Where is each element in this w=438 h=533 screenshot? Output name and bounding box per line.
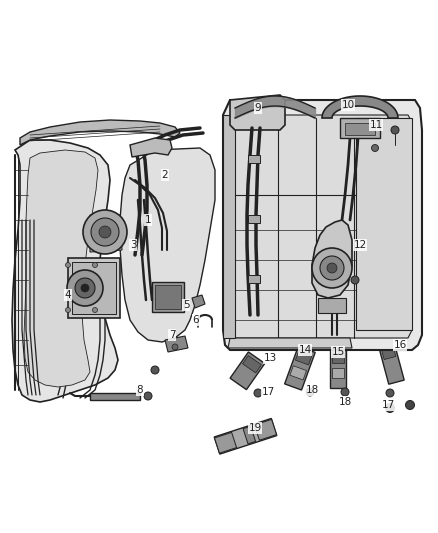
Polygon shape [356,118,412,330]
Circle shape [75,278,95,298]
Circle shape [320,256,344,280]
Bar [215,432,237,453]
Text: 19: 19 [248,423,261,433]
Bar [72,262,116,314]
Polygon shape [24,150,98,387]
Polygon shape [20,120,180,145]
Text: 18: 18 [339,397,352,407]
Text: 7: 7 [169,330,175,340]
Bar [214,418,277,454]
Bar [379,343,404,384]
Circle shape [391,126,399,134]
Polygon shape [120,148,215,342]
Circle shape [371,144,378,151]
Polygon shape [130,138,172,157]
Polygon shape [230,95,285,130]
Circle shape [327,263,337,273]
Bar [340,118,380,138]
Text: 3: 3 [130,240,136,250]
Text: 15: 15 [332,347,345,357]
Bar [330,350,346,388]
Text: 6: 6 [193,315,199,325]
Bar [318,298,346,313]
Text: 10: 10 [342,100,355,110]
Circle shape [386,389,394,397]
Polygon shape [165,336,188,352]
Text: 14: 14 [298,345,311,355]
Text: 17: 17 [381,400,395,410]
Text: 16: 16 [393,340,406,350]
Circle shape [254,389,262,397]
Polygon shape [322,96,398,118]
Polygon shape [231,115,412,338]
Polygon shape [192,295,205,308]
Bar [345,123,375,135]
Bar [152,282,184,312]
Circle shape [172,344,178,350]
Circle shape [92,262,98,268]
Bar [295,351,312,365]
Circle shape [151,366,159,374]
Polygon shape [223,100,422,350]
Circle shape [385,403,395,413]
Circle shape [91,218,119,246]
Circle shape [144,392,152,400]
Bar [290,366,307,380]
Text: 2: 2 [162,170,168,180]
Bar [155,285,181,309]
Circle shape [99,226,111,238]
Bar [230,352,265,390]
Text: 11: 11 [369,120,383,130]
Text: 18: 18 [305,385,318,395]
Bar [332,368,344,378]
Circle shape [406,400,414,409]
Bar [243,356,261,373]
Text: 8: 8 [137,385,143,395]
Bar [332,353,344,363]
Text: 12: 12 [353,240,367,250]
Circle shape [306,388,314,396]
Circle shape [81,284,89,292]
Polygon shape [223,115,235,338]
Bar [381,347,396,360]
Circle shape [83,210,127,254]
Bar [285,346,315,390]
Circle shape [312,248,352,288]
Circle shape [66,308,71,312]
Bar [254,419,276,440]
Text: 9: 9 [254,103,261,113]
Bar [68,258,120,318]
Bar [248,275,260,283]
Text: 13: 13 [263,353,277,363]
Text: 5: 5 [183,300,189,310]
Circle shape [67,270,103,306]
Text: 1: 1 [145,215,151,225]
Text: 17: 17 [261,387,275,397]
Circle shape [341,388,349,396]
Circle shape [92,308,98,312]
Bar [243,426,256,444]
Text: 4: 4 [65,290,71,300]
Bar [248,155,260,163]
Polygon shape [312,220,352,298]
Polygon shape [12,140,118,402]
Circle shape [66,262,71,268]
Polygon shape [90,215,122,252]
Circle shape [351,276,359,284]
Bar [248,215,260,223]
Polygon shape [228,338,352,348]
Polygon shape [90,393,140,400]
